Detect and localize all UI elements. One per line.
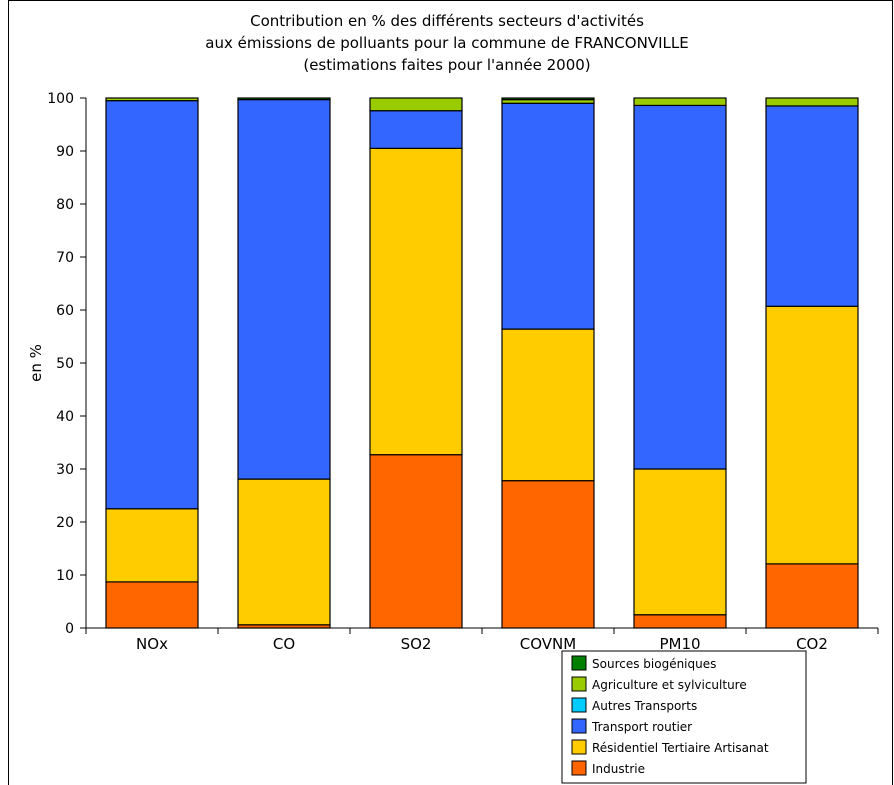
legend-label: Industrie	[592, 762, 645, 776]
bar-segment	[633, 614, 727, 629]
legend-swatch	[571, 676, 587, 692]
bar-segment	[105, 508, 199, 583]
bar-segment	[369, 147, 463, 456]
chart-title-line: aux émissions de polluants pour la commu…	[205, 34, 688, 52]
plot-area	[105, 97, 859, 629]
legend-label: Résidentiel Tertiaire Artisanat	[592, 741, 769, 755]
bar-segment	[105, 100, 199, 510]
bar-segment	[765, 105, 859, 307]
axes: 0 10 20 30 40 50 60 70 80 90 100 NOx CO SO2 COVNM PM10 C…	[47, 91, 879, 653]
legend-label: Autres Transports	[592, 699, 697, 713]
y-tick-label: 70	[56, 250, 74, 266]
y-tick-label: 90	[56, 144, 74, 160]
x-tick-label: CO2	[796, 635, 828, 653]
legend-box	[561, 650, 807, 784]
y-tick-label: 40	[56, 409, 74, 425]
y-tick-label: 80	[56, 197, 74, 213]
bar-segment	[633, 468, 727, 616]
bar-segment	[765, 563, 859, 629]
y-axis-title: en %	[27, 344, 45, 382]
bar-segment	[237, 478, 331, 626]
bar-segment	[633, 104, 727, 470]
y-tick-label: 60	[56, 303, 74, 319]
chart-title: Contribution en % des différents secteur…	[205, 12, 688, 74]
x-tick-label: COVNM	[520, 635, 576, 653]
bar-segment	[765, 305, 859, 565]
y-tick-label: 0	[65, 621, 74, 637]
chart-frame	[8, 0, 893, 785]
legend-label: Transport routier	[591, 720, 692, 734]
legend-swatch	[571, 718, 587, 734]
bar-segment	[237, 97, 331, 101]
bar-segment	[765, 97, 859, 107]
legend-label: Sources biogéniques	[592, 657, 716, 671]
legend-swatch	[571, 697, 587, 713]
bar-segment	[369, 454, 463, 629]
legend-swatch	[571, 655, 587, 671]
x-tick-label: NOx	[136, 635, 168, 653]
bar-segment	[105, 581, 199, 629]
bar-segment	[501, 102, 595, 330]
bar-segment	[501, 328, 595, 482]
bar-segment	[237, 98, 331, 480]
chart-title-line: Contribution en % des différents secteur…	[250, 12, 644, 30]
bar-segment	[501, 97, 595, 101]
legend-label: Agriculture et sylviculture	[592, 678, 747, 692]
y-tick-label: 100	[47, 91, 74, 107]
bar-segment	[633, 97, 727, 107]
bar-segment	[501, 480, 595, 629]
y-tick-label: 20	[56, 515, 74, 531]
chart-title-line: (estimations faites pour l'année 2000)	[303, 56, 590, 74]
bar-segment	[369, 110, 463, 149]
legend-swatch	[571, 760, 587, 776]
y-axis-title-group: en %	[27, 344, 45, 382]
y-tick-label: 50	[56, 356, 74, 372]
bar-segment	[105, 97, 199, 102]
y-tick-label: 10	[56, 568, 74, 584]
x-tick-label: PM10	[659, 635, 700, 653]
legend: Sources biogéniques Agriculture et sylvic…	[561, 650, 807, 784]
legend-swatch	[571, 739, 587, 755]
x-tick-label: SO2	[401, 635, 432, 653]
x-tick-label: CO	[273, 635, 295, 653]
y-tick-label: 30	[56, 462, 74, 478]
bar-segment	[369, 97, 463, 112]
